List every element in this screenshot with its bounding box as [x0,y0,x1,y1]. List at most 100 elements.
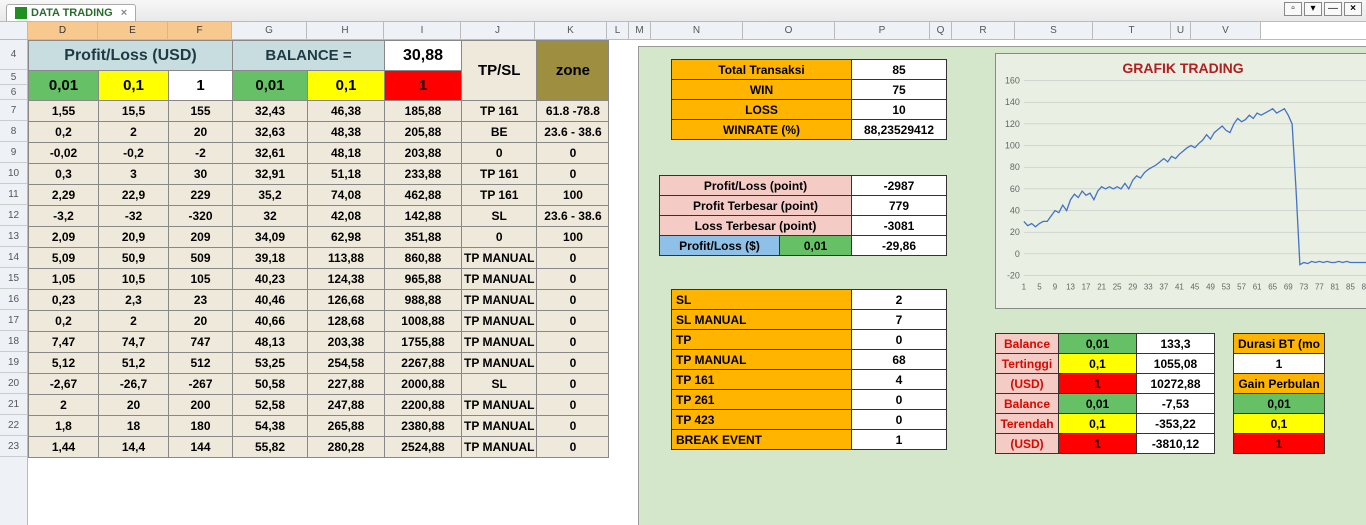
column-headers[interactable]: DEFGHIJKLMNOPQRSTUV [0,22,1366,40]
profit-row: Profit/Loss ($) 0,01 -29,86 [660,236,947,256]
data-row[interactable]: 2,0920,9209 34,0962,98351,88 0 100 [29,227,609,248]
sheet-tab-data-trading[interactable]: DATA TRADING × [6,4,136,21]
durasi-row: 0,1 [1234,414,1325,434]
profit-row: Profit Terbesar (point) 779 [660,196,947,216]
data-row[interactable]: 1,5515,5155 32,4346,38185,88 TP 161 61.8… [29,101,609,122]
col-header-S[interactable]: S [1015,22,1093,39]
row-header-7[interactable]: 7 [0,100,27,121]
durasi-table: Durasi BT (mo 1 Gain Perbulan0,010,11 [1233,333,1325,454]
col-header-F[interactable]: F [168,22,232,39]
select-all-corner[interactable] [0,22,28,39]
data-row[interactable]: 1,818180 54,38265,882380,88 TP MANUAL 0 [29,416,609,437]
data-row[interactable]: -3,2-32-320 3242,08142,88 SL 23.6 - 38.6 [29,206,609,227]
close-icon[interactable]: × [1344,2,1362,16]
col-header-N[interactable]: N [651,22,743,39]
menu-dropdown-icon[interactable]: ▾ [1304,2,1322,16]
data-row[interactable]: 220200 52,58247,882200,88 TP MANUAL 0 [29,395,609,416]
col-header-R[interactable]: R [952,22,1015,39]
balance-row: Balance 0,01 133,3 [996,334,1215,354]
sheet-content: Profit/Loss (USD) BALANCE = 30,88 TP/SL … [28,40,1366,525]
col-header-G[interactable]: G [232,22,307,39]
row-header-21[interactable]: 21 [0,394,27,415]
chart-box: GRAFIK TRADING -200204060801001201401601… [995,53,1366,309]
row-header-10[interactable]: 10 [0,163,27,184]
row-header-14[interactable]: 14 [0,247,27,268]
data-row[interactable]: -2,67-26,7-267 50,58227,882000,88 SL 0 [29,374,609,395]
close-tab-icon[interactable]: × [121,7,127,19]
data-row[interactable]: 5,0950,9509 39,18113,88860,88 TP MANUAL … [29,248,609,269]
svg-text:40: 40 [1010,206,1020,216]
minimize-icon[interactable]: — [1324,2,1342,16]
col-header-V[interactable]: V [1191,22,1261,39]
svg-text:9: 9 [1053,282,1058,291]
col-header-H[interactable]: H [307,22,384,39]
col-header-Q[interactable]: Q [930,22,952,39]
types-row: SL 2 [672,290,947,310]
col-header-D[interactable]: D [28,22,98,39]
svg-text:13: 13 [1066,282,1075,291]
types-row: BREAK EVENT 1 [672,430,947,450]
row-header-5[interactable]: 5 [0,70,27,85]
data-row[interactable]: 1,4414,4144 55,82280,282524,88 TP MANUAL… [29,437,609,458]
col-header-O[interactable]: O [743,22,835,39]
data-row[interactable]: 5,1251,2512 53,25254,582267,88 TP MANUAL… [29,353,609,374]
data-row[interactable]: 0,3330 32,9151,18233,88 TP 161 0 [29,164,609,185]
col-header-U[interactable]: U [1171,22,1191,39]
types-row: TP 0 [672,330,947,350]
balance-table: Balance 0,01 133,3 Tertinggi 0,1 1055,08… [995,333,1215,454]
types-row: TP 261 0 [672,390,947,410]
row-header-22[interactable]: 22 [0,415,27,436]
svg-text:81: 81 [1330,282,1339,291]
row-header-20[interactable]: 20 [0,373,27,394]
svg-text:69: 69 [1284,282,1293,291]
col-header-P[interactable]: P [835,22,930,39]
svg-text:85: 85 [1346,282,1355,291]
row-header-15[interactable]: 15 [0,268,27,289]
row-header-12[interactable]: 12 [0,205,27,226]
col-header-I[interactable]: I [384,22,461,39]
row-header-4[interactable]: 4 [0,40,27,70]
col-header-M[interactable]: M [629,22,651,39]
data-row[interactable]: 2,2922,9229 35,274,08462,88 TP 161 100 [29,185,609,206]
profit-row: Loss Terbesar (point) -3081 [660,216,947,236]
data-row[interactable]: -0,02-0,2-2 32,6148,18203,88 0 0 [29,143,609,164]
row-header-19[interactable]: 19 [0,352,27,373]
row-header-9[interactable]: 9 [0,142,27,163]
row-header-6[interactable]: 6 [0,85,27,100]
balance-row: Tertinggi 0,1 1055,08 [996,354,1215,374]
col-header-K[interactable]: K [535,22,607,39]
balance-row: (USD) 1 10272,88 [996,374,1215,394]
col-header-L[interactable]: L [607,22,629,39]
stats-panel: Total Transaksi 85 WIN 75 LOSS 10 WINRAT… [638,46,1366,525]
data-row[interactable]: 0,232,323 40,46126,68988,88 TP MANUAL 0 [29,290,609,311]
svg-text:61: 61 [1253,282,1262,291]
summary-row: Total Transaksi 85 [672,60,947,80]
row-header-8[interactable]: 8 [0,121,27,142]
types-row: TP MANUAL 68 [672,350,947,370]
row-header-16[interactable]: 16 [0,289,27,310]
svg-text:60: 60 [1010,184,1020,194]
data-row[interactable]: 0,2220 40,66128,681008,88 TP MANUAL 0 [29,311,609,332]
row-headers[interactable]: 4567891011121314151617181920212223 [0,40,28,525]
data-row[interactable]: 7,4774,7747 48,13203,381755,88 TP MANUAL… [29,332,609,353]
col-header-T[interactable]: T [1093,22,1171,39]
row-header-23[interactable]: 23 [0,436,27,457]
sheet-tab-label: DATA TRADING [31,7,113,19]
balance-row: Terendah 0,1 -353,22 [996,414,1215,434]
profit-row: Profit/Loss (point) -2987 [660,176,947,196]
row-header-13[interactable]: 13 [0,226,27,247]
data-row[interactable]: 1,0510,5105 40,23124,38965,88 TP MANUAL … [29,269,609,290]
durasi-title: Durasi BT (mo [1234,334,1325,354]
data-row[interactable]: 0,2220 32,6348,38205,88 BE 23.6 - 38.6 [29,122,609,143]
row-header-11[interactable]: 11 [0,184,27,205]
svg-text:5: 5 [1037,282,1042,291]
svg-text:20: 20 [1010,227,1020,237]
svg-text:0: 0 [1015,249,1020,259]
row-header-18[interactable]: 18 [0,331,27,352]
row-header-17[interactable]: 17 [0,310,27,331]
profitloss-header: Profit/Loss (USD) [29,41,233,71]
col-header-E[interactable]: E [98,22,168,39]
window-icon[interactable]: ▫ [1284,2,1302,16]
excel-sheet-icon [15,7,27,19]
col-header-J[interactable]: J [461,22,535,39]
